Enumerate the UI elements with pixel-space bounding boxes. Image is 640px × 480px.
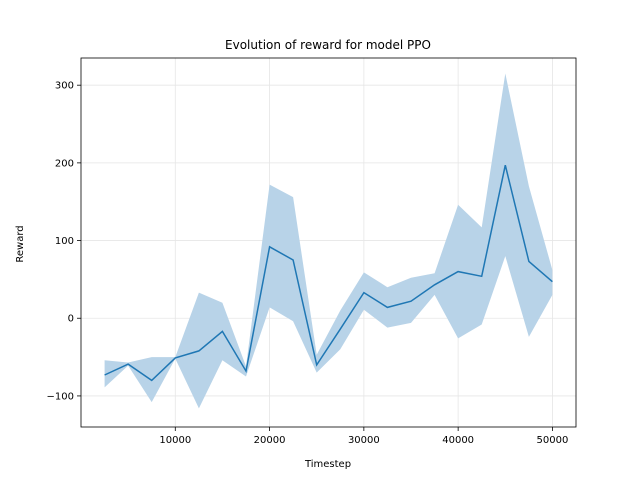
- x-axis-label: Timestep: [304, 459, 351, 470]
- y-axis-label: Reward: [15, 225, 26, 262]
- y-tick-label: 200: [55, 158, 74, 169]
- plot-frame: [80, 57, 577, 428]
- x-tick-label: 30000: [348, 435, 380, 446]
- y-tick-label: 0: [68, 314, 74, 325]
- y-tick-label: −100: [47, 391, 74, 402]
- y-axis-ticks: −100 0 100 200 300: [47, 81, 81, 402]
- reward-mean-line: [104, 165, 553, 382]
- x-tick-label: 20000: [254, 435, 286, 446]
- x-tick-label: 50000: [537, 435, 569, 446]
- chart-title: Evolution of reward for model PPO: [225, 38, 431, 52]
- reward-band: [104, 73, 553, 409]
- y-tick-label: 100: [55, 236, 74, 247]
- x-tick-label: 40000: [442, 435, 474, 446]
- y-tick-label: 300: [55, 81, 74, 92]
- x-tick-label: 10000: [159, 435, 191, 446]
- x-axis-ticks: 10000 20000 30000 40000 50000: [159, 427, 568, 446]
